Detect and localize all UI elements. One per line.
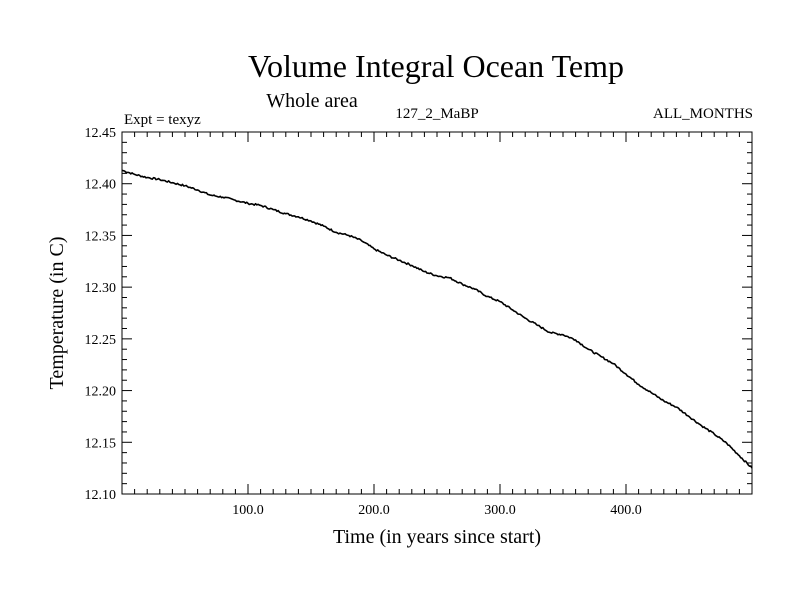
y-tick-label: 12.25 bbox=[85, 333, 117, 348]
y-tick-label: 12.30 bbox=[85, 281, 117, 296]
annotation-expt: Expt = texyz bbox=[124, 112, 201, 128]
x-tick-label: 100.0 bbox=[232, 503, 264, 518]
chart-title: Volume Integral Ocean Temp bbox=[248, 48, 624, 84]
x-axis-ticks bbox=[134, 132, 740, 494]
y-axis-ticks bbox=[122, 141, 752, 485]
y-axis-tick-labels: 12.10 12.15 12.20 12.25 12.30 12.35 12.40 12.45 bbox=[85, 126, 117, 503]
y-axis-label: Temperature (in C) bbox=[46, 237, 68, 390]
x-axis-tick-labels: 100.0 200.0 300.0 400.0 bbox=[232, 503, 642, 518]
x-tick-label: 300.0 bbox=[484, 503, 516, 518]
x-tick-label: 200.0 bbox=[358, 503, 390, 518]
y-tick-label: 12.35 bbox=[85, 229, 117, 244]
y-tick-label: 12.40 bbox=[85, 178, 117, 193]
plot-frame bbox=[121, 131, 753, 495]
y-tick-label: 12.20 bbox=[85, 385, 117, 400]
series-line-temperature bbox=[121, 169, 753, 469]
annotation-months: ALL_MONTHS bbox=[653, 106, 753, 122]
x-tick-label: 400.0 bbox=[610, 503, 642, 518]
x-axis-label: Time (in years since start) bbox=[333, 526, 541, 548]
y-tick-label: 12.15 bbox=[85, 436, 117, 451]
y-tick-label: 12.45 bbox=[85, 126, 117, 141]
chart-subtitle: Whole area bbox=[266, 90, 358, 112]
annotation-run: 127_2_MaBP bbox=[395, 106, 478, 122]
y-tick-label: 12.10 bbox=[85, 488, 117, 503]
